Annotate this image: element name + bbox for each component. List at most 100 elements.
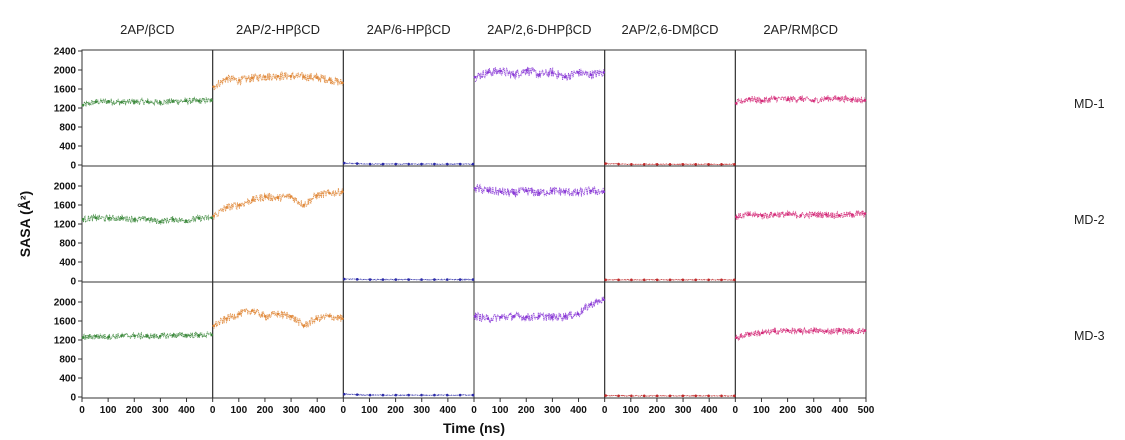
x-tick-label: 400: [832, 405, 849, 416]
y-tick-label: 400: [59, 258, 76, 269]
trace-line: [82, 213, 213, 225]
x-tick-label: 500: [858, 405, 875, 416]
row-label: MD-2: [1074, 213, 1105, 227]
x-tick-label: 200: [649, 405, 666, 416]
data-point: [473, 187, 477, 190]
series-trace: [604, 162, 736, 166]
trace-line: [213, 306, 343, 329]
y-tick-label: 1200: [54, 104, 77, 115]
series-trace: [604, 394, 736, 398]
panel-frame: [342, 281, 475, 399]
x-tick-label: 0: [471, 405, 477, 416]
panel-frame: [734, 49, 867, 167]
series-trace: [343, 161, 475, 166]
row-labels: MD-1 MD-2 MD-3: [1074, 97, 1105, 343]
y-tick-label: 2000: [54, 182, 77, 193]
panel-frame: [342, 165, 475, 283]
column-title: 2AP/6-HPβCD: [367, 22, 451, 37]
y-tick-label: 2400: [54, 47, 77, 58]
trace-line: [605, 162, 735, 166]
panel-frame: [81, 49, 214, 167]
series-trace: [604, 278, 736, 282]
data-point: [81, 336, 85, 339]
data-point: [863, 212, 867, 215]
y-tick-label: 1600: [54, 85, 77, 96]
trace-line: [735, 94, 866, 106]
x-tick-label: 100: [100, 405, 117, 416]
series-trace: [212, 70, 344, 91]
x-axis-ticks: 0 100 200 300 400 0 100 200 300 400 0 100 200 300 400 0…: [79, 398, 875, 416]
panel-frame: [212, 165, 344, 283]
panel-frame: [212, 281, 344, 399]
y-tick-label: 1600: [54, 317, 77, 328]
y-tick-label: 1200: [54, 220, 77, 231]
trace-line: [344, 393, 474, 397]
x-tick-label: 400: [440, 405, 457, 416]
column-title: 2AP/2-HPβCD: [236, 22, 320, 37]
column-titles: 2AP/βCD 2AP/2-HPβCD 2AP/6-HPβCD 2AP/2,6-DHP…: [120, 22, 838, 37]
trace-line: [474, 296, 605, 324]
x-tick-label: 0: [79, 405, 85, 416]
series-trace: [343, 277, 475, 281]
trace-line: [605, 278, 735, 281]
y-tick-label: 0: [70, 277, 76, 288]
y-tick-label: 400: [59, 142, 76, 153]
series-trace: [735, 209, 867, 220]
trace-line: [82, 331, 213, 341]
x-tick-label: 200: [126, 405, 143, 416]
x-tick-label: 100: [492, 405, 509, 416]
x-tick-label: 400: [701, 405, 718, 416]
x-tick-label: 100: [753, 405, 770, 416]
data-point: [184, 219, 188, 222]
x-tick-label: 300: [544, 405, 561, 416]
trace-line: [735, 326, 866, 342]
series-trace: [81, 331, 213, 341]
y-tick-label: 2000: [54, 298, 77, 309]
panel-frame: [473, 165, 606, 283]
data-point: [263, 75, 267, 78]
x-tick-label: 0: [341, 405, 347, 416]
series-trace: [212, 188, 344, 220]
x-axis-title: Time (ns): [443, 420, 505, 436]
series-trace: [212, 306, 344, 329]
x-tick-label: 200: [518, 405, 535, 416]
x-tick-label: 300: [413, 405, 430, 416]
trace-line: [344, 162, 474, 166]
panel-frame: [734, 281, 867, 399]
panel-frame: [212, 49, 344, 167]
data-point: [341, 317, 344, 320]
y-tick-label: 0: [70, 393, 76, 404]
panels: [81, 49, 867, 399]
panel-frame: [604, 49, 736, 167]
series-trace: [473, 183, 605, 198]
x-tick-label: 200: [779, 405, 796, 416]
column-title: 2AP/βCD: [120, 22, 174, 37]
panel-frame: [342, 49, 475, 167]
trace-line: [735, 209, 866, 220]
x-tick-label: 0: [733, 405, 739, 416]
x-tick-label: 300: [283, 405, 300, 416]
x-tick-label: 300: [152, 405, 169, 416]
trace-line: [82, 96, 212, 107]
x-tick-label: 200: [387, 405, 404, 416]
trace-line: [474, 66, 605, 83]
panel-frame: [81, 281, 214, 399]
x-tick-label: 300: [805, 405, 822, 416]
data-point: [210, 99, 213, 102]
series-trace: [343, 392, 475, 397]
data-point: [471, 393, 475, 397]
panel-frame: [604, 281, 736, 399]
x-tick-label: 400: [309, 405, 326, 416]
y-tick-label: 800: [59, 123, 76, 134]
series-trace: [473, 66, 605, 83]
data-point: [707, 278, 710, 282]
y-tick-label: 1200: [54, 336, 77, 347]
series-trace: [735, 326, 867, 342]
y-axis-ticks: 0 400 800 1200 1600 2000 2400 0 400 800 1200 1600 20…: [54, 47, 82, 404]
y-tick-label: 800: [59, 239, 76, 250]
y-axis-title: SASA (Å²): [17, 191, 33, 257]
y-tick-label: 400: [59, 374, 76, 385]
y-tick-label: 2000: [54, 66, 77, 77]
